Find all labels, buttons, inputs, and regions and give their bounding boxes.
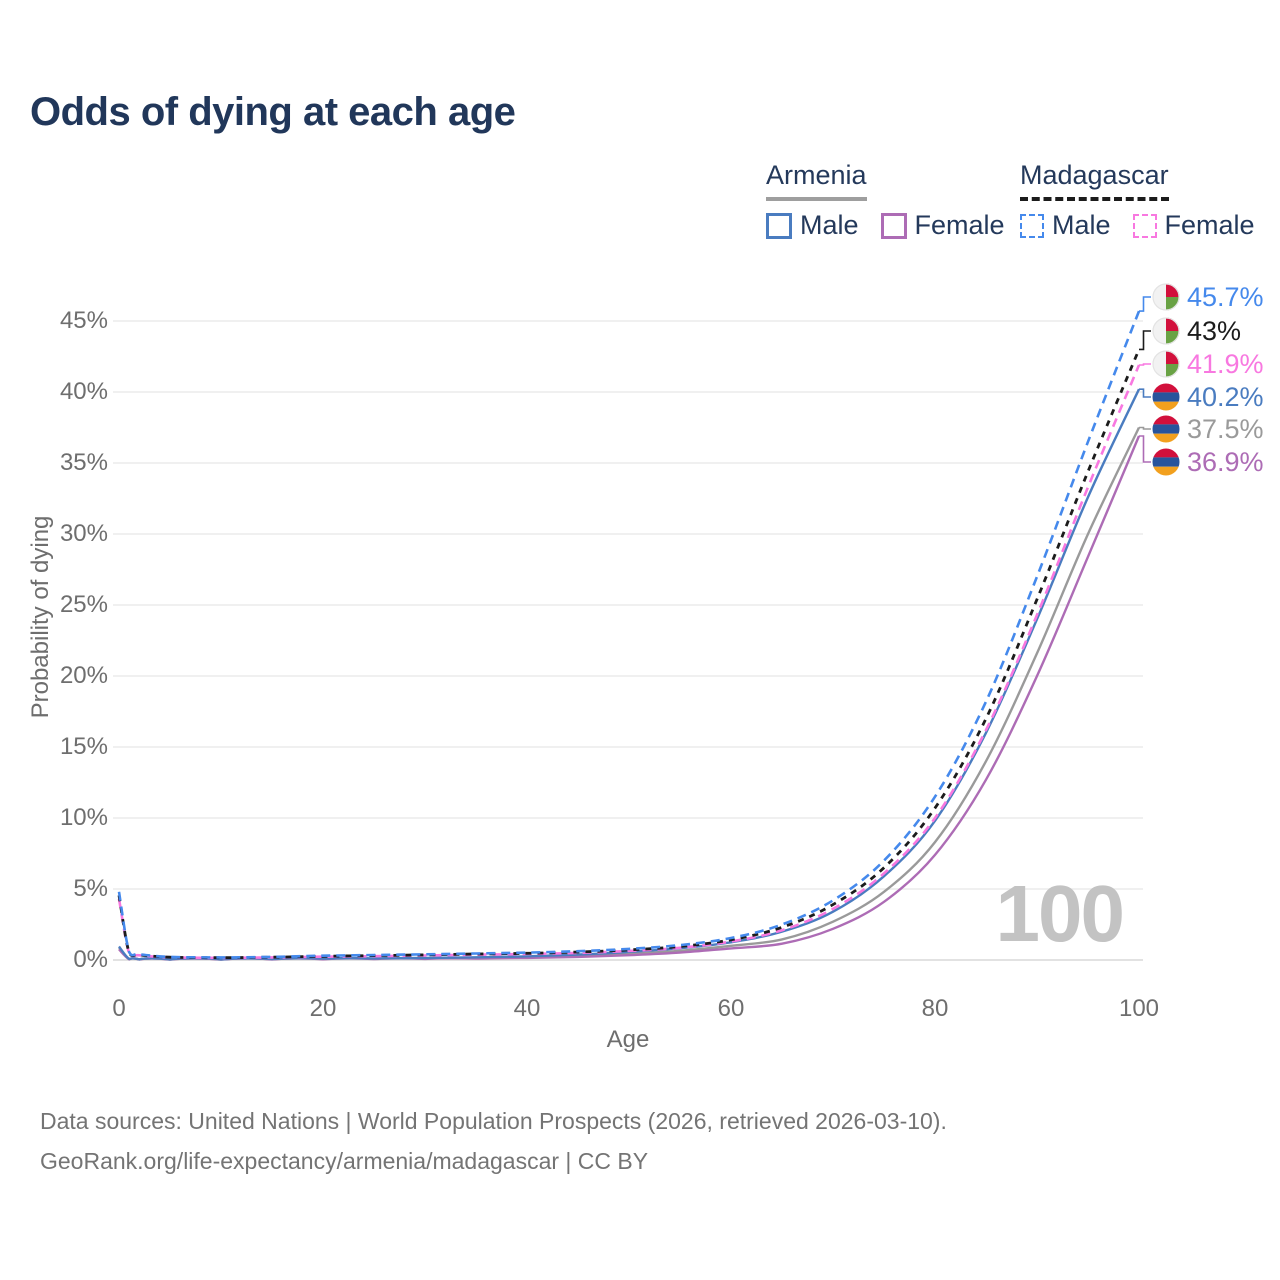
data-sources-note: Data sources: United Nations | World Pop… <box>40 1108 947 1134</box>
y-axis-title: Probability of dying <box>27 515 54 719</box>
madagascar-female-swatch-icon <box>1132 213 1157 238</box>
legend-item-armenia-male[interactable]: Male <box>766 210 859 241</box>
series-line-armenia-both-sexes-[interactable] <box>118 426 1141 961</box>
y-tick-label-30: 30% <box>59 520 108 547</box>
legend-item-madagascar-female[interactable]: Female <box>1132 210 1255 241</box>
y-tick-label-45: 45% <box>59 307 108 334</box>
legend-country-armenia[interactable]: Armenia <box>766 160 867 201</box>
x-tick-label-100: 100 <box>1118 995 1160 1022</box>
legend-item-label: Female <box>1164 210 1255 240</box>
end-value: 43% <box>1187 315 1242 346</box>
leader-line <box>1139 426 1151 430</box>
series-line-armenia-female[interactable] <box>118 435 1141 961</box>
x-tick-label-0: 0 <box>112 995 126 1022</box>
legend-item-label: Female <box>914 210 1005 240</box>
armenia-flag-icon <box>1152 448 1180 476</box>
end-value: 36.9% <box>1187 446 1264 477</box>
leader-line <box>1139 435 1151 463</box>
end-value: 45.7% <box>1187 281 1264 312</box>
y-tick-label-15: 15% <box>59 733 108 760</box>
series-line-madagascar-both-sexes-[interactable] <box>117 348 1141 960</box>
legend-group-madagascar: Madagascar Male Female <box>1020 160 1255 241</box>
madagascar-flag-icon <box>1152 317 1180 345</box>
y-tick-label-35: 35% <box>59 449 108 476</box>
x-tick-label-80: 80 <box>921 995 949 1022</box>
legend-item-armenia-female[interactable]: Female <box>880 210 1005 241</box>
y-tick-label-20: 20% <box>59 662 108 689</box>
y-tick-label-10: 10% <box>59 804 108 831</box>
legend-country-madagascar[interactable]: Madagascar <box>1020 160 1169 201</box>
attribution-note: GeoRank.org/life-expectancy/armenia/mada… <box>40 1148 649 1174</box>
series-line-madagascar-female[interactable] <box>117 364 1141 960</box>
x-tick-label-60: 60 <box>717 995 745 1022</box>
armenia-flag-icon <box>1152 415 1180 443</box>
leader-line <box>1139 388 1151 398</box>
legend-item-label: Male <box>800 210 859 240</box>
end-value: 40.2% <box>1187 381 1264 412</box>
hover-age-watermark: 100 <box>996 869 1123 958</box>
y-tick-label-0: 0% <box>73 946 108 973</box>
y-tick-label-40: 40% <box>59 378 108 405</box>
end-label-armenia-female: 36.9% <box>1152 447 1264 477</box>
x-tick-label-20: 20 <box>309 995 337 1022</box>
armenia-male-swatch-icon <box>766 212 792 239</box>
x-axis-title: Age <box>606 1026 650 1053</box>
y-tick-label-25: 25% <box>59 591 108 618</box>
end-value: 41.9% <box>1187 348 1264 379</box>
legend-group-armenia: Armenia Male Female <box>766 160 1005 241</box>
page-title: Odds of dying at each age <box>30 90 516 134</box>
leader-line <box>1139 296 1151 312</box>
armenia-female-swatch-icon <box>880 212 907 239</box>
y-tick-label-5: 5% <box>73 875 108 902</box>
madagascar-flag-icon <box>1152 283 1180 311</box>
end-label-madagascar-female: 41.9% <box>1152 349 1264 379</box>
madagascar-flag-icon <box>1152 350 1180 378</box>
leader-line <box>1139 330 1151 351</box>
end-label-armenia-both: 37.5% <box>1152 414 1264 444</box>
armenia-flag-icon <box>1152 383 1180 411</box>
legend-item-label: Male <box>1052 210 1111 240</box>
series-line-armenia-male[interactable] <box>118 388 1141 961</box>
leader-line <box>1139 363 1151 366</box>
end-label-madagascar-both: 43% <box>1152 316 1241 346</box>
x-tick-label-40: 40 <box>513 995 541 1022</box>
end-value: 37.5% <box>1187 413 1264 444</box>
series-line-madagascar-male[interactable] <box>117 310 1141 959</box>
end-label-armenia-male: 40.2% <box>1152 382 1264 412</box>
madagascar-male-swatch-icon <box>1020 213 1044 238</box>
end-label-madagascar-male: 45.7% <box>1152 282 1264 312</box>
legend-item-madagascar-male[interactable]: Male <box>1020 210 1111 241</box>
